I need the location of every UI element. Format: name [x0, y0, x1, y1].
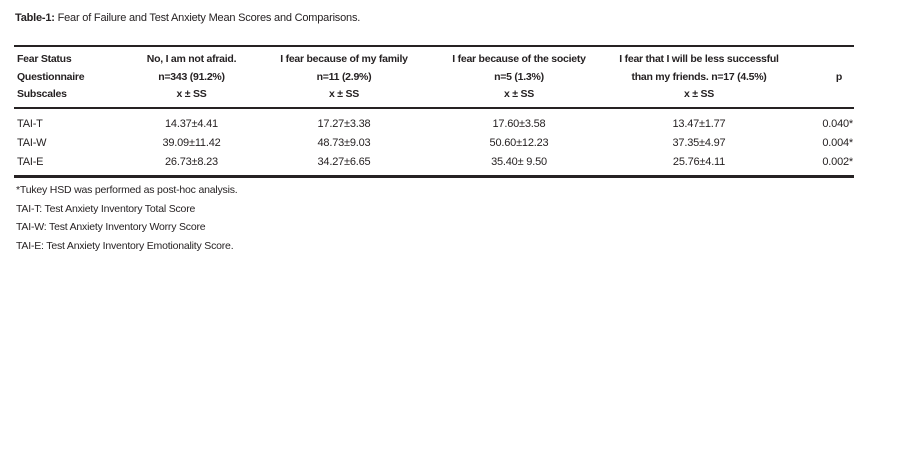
cell-value: 25.76±4.11 [672, 155, 726, 168]
cell-value: 39.09±11.42 [162, 136, 221, 149]
col-header-line: No, I am not afraid. [146, 53, 237, 65]
col-header-not-afraid: No, I am not afraid. n=343 (91.2%) x ± S… [124, 46, 259, 109]
col-header-line: Fear Status [17, 53, 72, 65]
cell-value: 37.35±4.97 [672, 136, 726, 149]
footnote-tai-e: TAI-E: Test Anxiety Inventory Emotionali… [16, 239, 234, 252]
cell-value: 17.27±3.38 [317, 117, 371, 130]
cell-value: 17.60±3.58 [492, 117, 546, 130]
col-header-p-value: p [789, 46, 854, 109]
cell-subscale: TAI-W [17, 136, 47, 149]
col-header-line: Subscales [17, 88, 67, 100]
footnote-tai-w: TAI-W: Test Anxiety Inventory Worry Scor… [16, 221, 206, 233]
cell-subscale: TAI-E [17, 155, 44, 168]
cell-p-value: 0.040* [822, 117, 853, 130]
col-header-line: than my friends. n=17 (4.5%) [631, 70, 767, 83]
cell-value: 48.73±9.03 [317, 136, 371, 149]
col-header-line: x ± SS [504, 88, 534, 100]
table-title-text: Fear of Failure and Test Anxiety Mean Sc… [54, 12, 361, 24]
cell-value: 14.37±4.41 [165, 117, 218, 130]
col-header-line: n=343 (91.2%) [158, 70, 225, 83]
col-header-line: I fear because of my family [280, 53, 408, 65]
footnote-tukey: *Tukey HSD was performed as post-hoc ana… [16, 184, 238, 196]
col-header-line: Questionnaire [17, 70, 85, 83]
col-header-fear-family: I fear because of my family n=11 (2.9%) … [259, 46, 429, 109]
table-row-tai-t: TAI-T 14.37±4.41 17.27±3.38 17.60±3.58 1… [14, 108, 854, 134]
table-title-label: Table-1: [15, 12, 55, 24]
results-table: Fear Status Questionnaire Subscales No, … [14, 45, 854, 178]
col-header-subscales: Fear Status Questionnaire Subscales [14, 46, 124, 109]
cell-value: 50.60±12.23 [489, 136, 549, 149]
col-header-line: x ± SS [329, 88, 359, 100]
table-title: Table-1: Fear of Failure and Test Anxiet… [15, 12, 360, 24]
col-header-fear-society: I fear because of the society n=5 (1.3%)… [429, 46, 609, 109]
col-header-less-successful: I fear that I will be less successful th… [609, 46, 789, 109]
cell-value: 26.73±8.23 [165, 155, 218, 168]
col-header-line: n=11 (2.9%) [316, 70, 372, 83]
cell-value: 34.27±6.65 [317, 155, 371, 168]
col-header-line: n=5 (1.3%) [494, 70, 544, 83]
footnote-tai-t: TAI-T: Test Anxiety Inventory Total Scor… [16, 202, 196, 215]
cell-subscale: TAI-T [17, 117, 43, 130]
cell-value: 35.40± 9.50 [491, 155, 547, 168]
table-row-tai-w: TAI-W 39.09±11.42 48.73±9.03 50.60±12.23… [14, 134, 854, 153]
col-header-line: I fear because of the society [452, 53, 586, 65]
cell-p-value: 0.004* [822, 136, 853, 149]
footnotes-block: *Tukey HSD was performed as post-hoc ana… [16, 181, 238, 255]
cell-value: 13.47±1.77 [672, 117, 726, 130]
col-header-line: x ± SS [684, 88, 714, 100]
col-header-line: x ± SS [176, 88, 207, 100]
header-row: Fear Status Questionnaire Subscales No, … [14, 46, 854, 109]
cell-p-value: 0.002* [822, 155, 853, 168]
table-row-tai-e: TAI-E 26.73±8.23 34.27±6.65 35.40± 9.50 … [14, 153, 854, 177]
col-header-line: I fear that I will be less successful [619, 53, 779, 65]
